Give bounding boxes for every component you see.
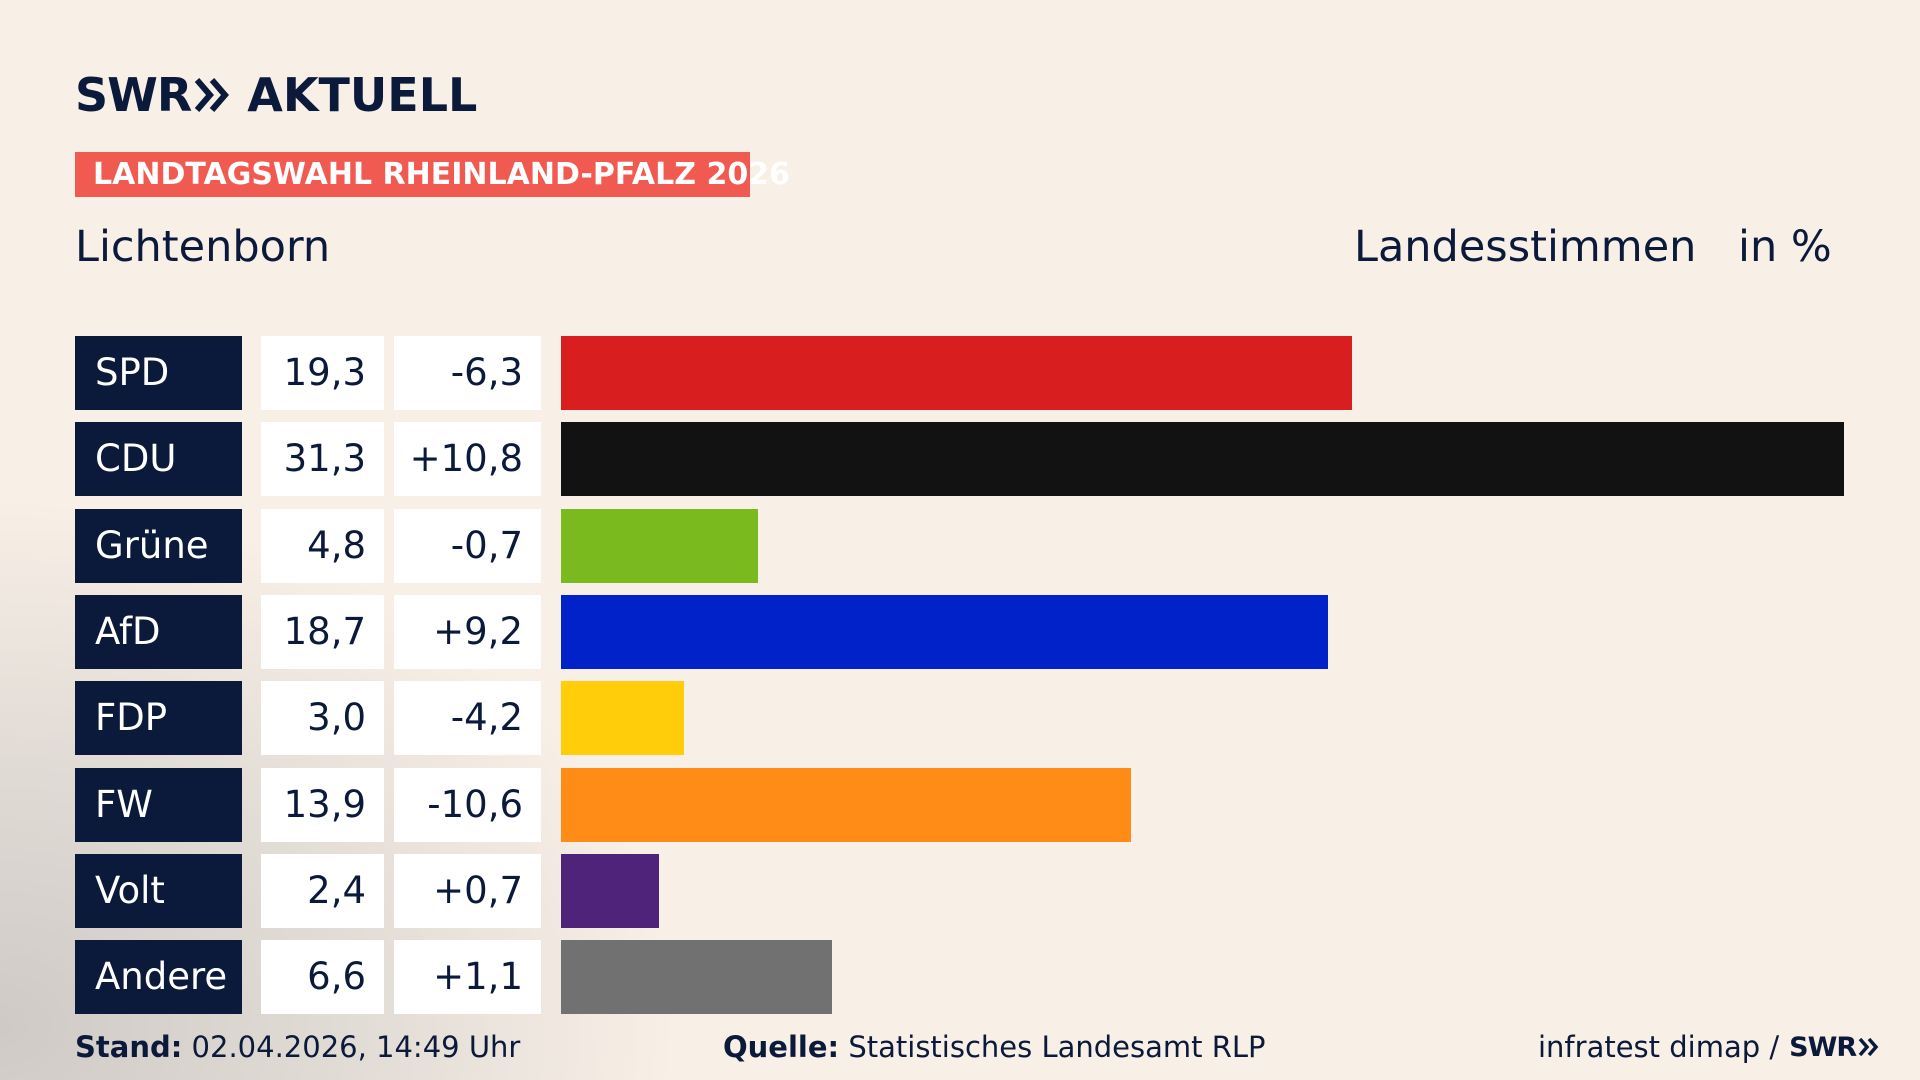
diff-label: -0,7 [394, 509, 541, 583]
party-label: AfD [75, 595, 242, 669]
bar-andere [561, 940, 832, 1014]
diff-label: +1,1 [394, 940, 541, 1014]
bar-spd [561, 336, 1352, 410]
party-label: Volt [75, 854, 242, 928]
logo-aktuell-text: AKTUELL [247, 68, 478, 122]
party-label: Grüne [75, 509, 242, 583]
credit-swr-logo: SWR [1789, 1031, 1857, 1063]
diff-label: +9,2 [394, 595, 541, 669]
swr-aktuell-logo: SWR AKTUELL [75, 68, 477, 122]
logo-swr-text: SWR [75, 68, 192, 122]
quelle-value: Statistisches Landesamt RLP [848, 1030, 1266, 1064]
value-label: 6,6 [261, 940, 384, 1014]
stand-value: 02.04.2026, 14:49 Uhr [191, 1030, 521, 1064]
double-chevron-right-icon [1858, 1037, 1879, 1057]
vote-type-label: Landesstimmen [1354, 222, 1697, 272]
double-chevron-right-icon [195, 78, 230, 112]
stand-label: Stand: [75, 1030, 183, 1064]
credit-text: infratest dimap / [1538, 1030, 1780, 1064]
value-label: 3,0 [261, 681, 384, 755]
place-name: Lichtenborn [75, 222, 331, 272]
footer-credit: infratest dimap / SWR [1538, 1030, 1880, 1064]
footer-quelle: Quelle: Statistisches Landesamt RLP [723, 1030, 1266, 1064]
quelle-label: Quelle: [723, 1030, 840, 1064]
bar-cdu [561, 422, 1844, 496]
value-label: 2,4 [261, 854, 384, 928]
value-label: 19,3 [261, 336, 384, 410]
party-label: Andere [75, 940, 242, 1014]
election-badge: LANDTAGSWAHL RHEINLAND-PFALZ 2026 [75, 152, 790, 197]
party-label: CDU [75, 422, 242, 496]
bar-fdp [561, 681, 684, 755]
diff-label: +0,7 [394, 854, 541, 928]
party-label: FW [75, 768, 242, 842]
party-label: FDP [75, 681, 242, 755]
footer-stand: Stand: 02.04.2026, 14:49 Uhr [75, 1030, 520, 1064]
diff-label: +10,8 [394, 422, 541, 496]
diff-label: -4,2 [394, 681, 541, 755]
value-label: 13,9 [261, 768, 384, 842]
diff-label: -6,3 [394, 336, 541, 410]
bar-volt [561, 854, 659, 928]
unit-label: in % [1738, 222, 1832, 272]
diff-label: -10,6 [394, 768, 541, 842]
bar-fw [561, 768, 1131, 842]
bar-afd [561, 595, 1328, 669]
value-label: 31,3 [261, 422, 384, 496]
value-label: 18,7 [261, 595, 384, 669]
value-label: 4,8 [261, 509, 384, 583]
party-label: SPD [75, 336, 242, 410]
bar-grüne [561, 509, 758, 583]
